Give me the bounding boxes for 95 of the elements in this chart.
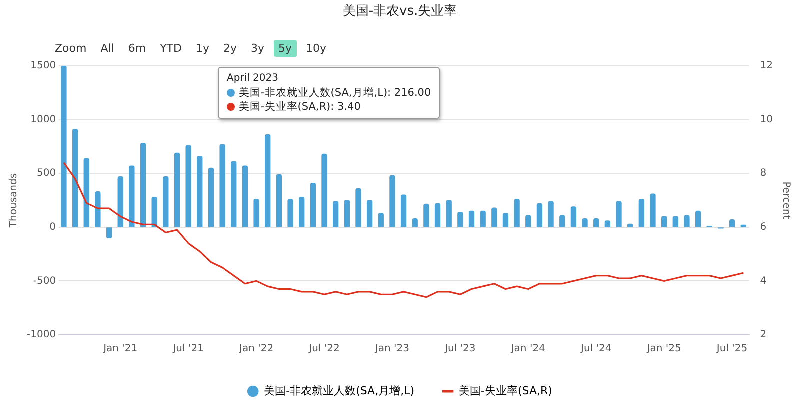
bar <box>265 134 271 228</box>
x-tick-label: Jul '24 <box>580 344 612 355</box>
bar <box>186 145 192 228</box>
y2-tick-label: 6 <box>760 222 767 233</box>
y2-tick-label: 2 <box>760 330 767 341</box>
bar <box>276 174 282 228</box>
bar <box>378 213 384 228</box>
annotation: 美国-非农就业人数(SA,月增,L): 216.00 <box>239 86 432 100</box>
bar <box>84 158 90 228</box>
bar <box>400 194 407 228</box>
legend-label: 美国-非农就业人数(SA,月增,L) <box>264 384 414 398</box>
y-tick-label: -500 <box>33 276 56 287</box>
bar <box>458 212 464 228</box>
bar <box>288 199 294 228</box>
y-tick-label: 1500 <box>30 60 56 72</box>
bar <box>356 188 362 228</box>
bar <box>582 218 588 228</box>
bar <box>254 199 260 228</box>
bar <box>468 210 475 228</box>
bar <box>570 206 577 228</box>
bar <box>434 203 441 228</box>
bar <box>594 218 600 228</box>
text: 6m <box>127 41 148 57</box>
bar <box>332 201 339 228</box>
bar <box>231 161 237 228</box>
text: 5y <box>274 40 298 57</box>
bar <box>548 201 554 228</box>
y-tick-label: 500 <box>36 168 56 180</box>
y2-tick-label: 8 <box>760 168 767 180</box>
bar <box>424 204 430 228</box>
text: 10y <box>305 41 328 57</box>
text: Zoom <box>54 41 88 57</box>
y-axis-title: Thousands <box>8 173 20 229</box>
bar <box>242 166 248 228</box>
bar <box>106 228 112 238</box>
bar <box>729 220 736 228</box>
y2-tick-label: 12 <box>760 60 774 72</box>
bar <box>61 66 67 228</box>
x-tick-label: Jul '25 <box>716 344 748 355</box>
bar <box>220 144 226 228</box>
x-tick-label: Jan '21 <box>102 344 138 355</box>
bar <box>560 215 566 228</box>
text: 3y <box>250 41 266 57</box>
annotation: April 2023 <box>227 72 280 86</box>
text: YTD <box>159 41 183 57</box>
bar <box>163 176 169 228</box>
y-tick-label: 0 <box>50 222 56 233</box>
x-tick-label: Jan '23 <box>374 344 410 355</box>
y2-axis-title: Percent <box>780 182 792 220</box>
x-tick-label: Jan '25 <box>646 344 682 355</box>
bar <box>310 182 316 228</box>
bar <box>695 210 702 228</box>
text: All <box>100 41 116 57</box>
bar <box>129 166 135 228</box>
annotation: 美国-失业率(SA,R): 3.40 <box>239 100 361 114</box>
bar <box>672 216 678 228</box>
x-tick-label: Jan '24 <box>510 344 546 355</box>
bar <box>72 129 78 228</box>
y-tick-label: 1000 <box>30 114 56 126</box>
bar <box>661 216 668 228</box>
bar <box>684 215 690 228</box>
bar <box>152 196 158 228</box>
bar <box>480 210 486 228</box>
bar <box>95 192 101 228</box>
text: 1y <box>195 41 211 57</box>
y2-tick-label: 4 <box>760 276 767 287</box>
y2-tick-label: 10 <box>760 114 774 126</box>
chart-title: 美国-非农vs.失业率 <box>342 3 458 20</box>
bar <box>536 203 543 228</box>
bar <box>492 208 498 228</box>
bar <box>446 200 452 228</box>
bar <box>502 213 509 228</box>
bar <box>322 154 328 228</box>
bar <box>650 194 656 228</box>
text: 2y <box>222 41 238 57</box>
bar <box>366 200 373 228</box>
y-tick-label: -1000 <box>26 330 56 341</box>
bar <box>638 199 644 228</box>
bar <box>174 152 180 228</box>
x-tick-label: Jan '22 <box>238 344 274 355</box>
x-tick-label: Jul '23 <box>444 344 476 355</box>
bar <box>514 199 520 228</box>
bar <box>208 168 214 228</box>
bar <box>118 176 124 228</box>
bar <box>390 175 396 228</box>
bar <box>140 143 146 228</box>
x-tick-label: Jul '21 <box>172 344 204 355</box>
bar <box>616 201 622 228</box>
bar <box>299 196 305 228</box>
bar <box>526 215 532 228</box>
bar <box>412 218 418 228</box>
legend-label: 美国-失业率(SA,R) <box>458 384 552 398</box>
x-tick-label: Jul '22 <box>308 344 340 355</box>
bar <box>197 156 203 228</box>
bar <box>344 200 350 228</box>
